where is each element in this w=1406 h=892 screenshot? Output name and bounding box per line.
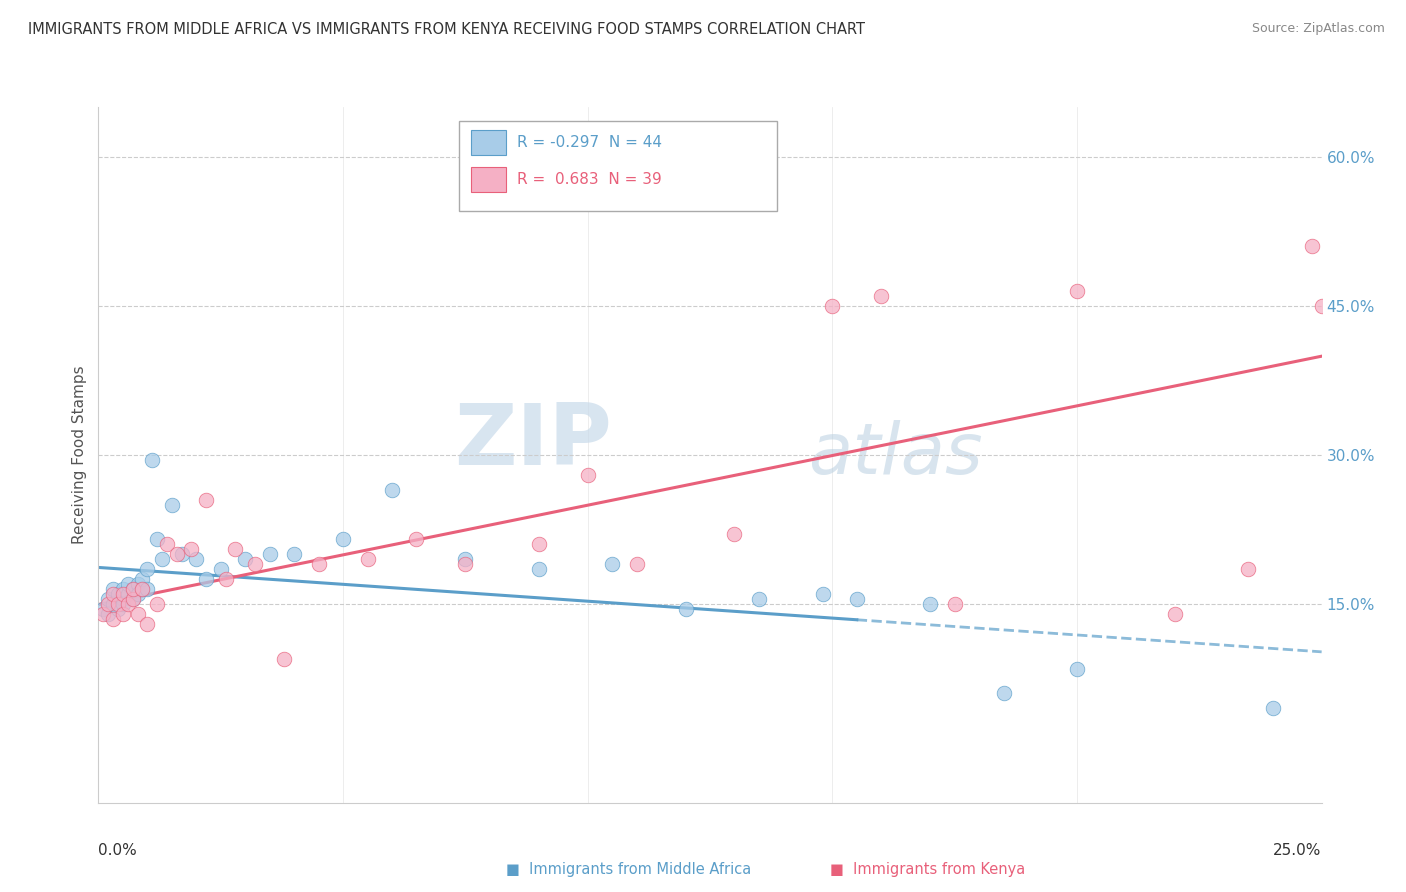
Y-axis label: Receiving Food Stamps: Receiving Food Stamps (72, 366, 87, 544)
Point (180, 542, 202, 557)
Point (1261, 701, 1284, 715)
Point (97, 597, 120, 611)
Point (97, 607, 120, 621)
Point (748, 592, 770, 607)
Point (273, 651, 295, 665)
Point (166, 547, 188, 561)
Point (195, 492, 218, 507)
Point (1301, 239, 1323, 253)
Point (111, 597, 134, 611)
Point (131, 582, 153, 596)
Point (186, 552, 208, 566)
Point (91, 602, 114, 616)
Point (920, 597, 942, 611)
Point (224, 542, 246, 557)
Point (214, 572, 236, 586)
Point (136, 582, 159, 596)
Point (243, 558, 266, 572)
Point (209, 562, 232, 576)
Point (146, 533, 169, 547)
Point (111, 592, 134, 607)
Point (993, 686, 1015, 700)
Point (576, 467, 599, 482)
Point (943, 597, 966, 611)
Point (527, 562, 550, 576)
Point (1320, 210, 1343, 224)
Point (1164, 607, 1187, 621)
Point (107, 587, 129, 601)
Point (170, 547, 193, 561)
Point (821, 299, 844, 313)
Point (131, 582, 153, 596)
Point (1066, 662, 1088, 676)
Point (121, 592, 143, 607)
Point (332, 533, 354, 547)
Point (1237, 562, 1260, 576)
Point (131, 572, 153, 586)
Point (146, 597, 169, 611)
Point (111, 607, 134, 621)
Point (870, 289, 893, 303)
Point (195, 572, 218, 586)
Point (405, 533, 427, 547)
Point (121, 582, 143, 596)
Point (454, 558, 477, 572)
Point (117, 587, 139, 601)
Point (111, 582, 134, 596)
Text: IMMIGRANTS FROM MIDDLE AFRICA VS IMMIGRANTS FROM KENYA RECEIVING FOOD STAMPS COR: IMMIGRANTS FROM MIDDLE AFRICA VS IMMIGRA… (28, 22, 865, 37)
Point (600, 558, 623, 572)
Point (117, 577, 139, 591)
Point (723, 527, 745, 541)
Point (136, 562, 159, 576)
Point (283, 547, 305, 561)
Point (117, 597, 139, 611)
Text: 0.0%: 0.0% (98, 843, 138, 857)
Text: Source: ZipAtlas.com: Source: ZipAtlas.com (1251, 22, 1385, 36)
Point (136, 616, 159, 631)
Point (121, 582, 143, 596)
Text: atlas: atlas (808, 420, 983, 490)
Point (121, 592, 143, 607)
Text: 25.0%: 25.0% (1274, 843, 1322, 857)
Text: ZIP: ZIP (454, 400, 612, 483)
Point (308, 558, 330, 572)
Point (97, 592, 120, 607)
Point (101, 582, 124, 596)
Point (626, 558, 648, 572)
Point (845, 592, 868, 607)
Point (91, 607, 114, 621)
Point (675, 602, 697, 616)
Point (127, 587, 149, 601)
Point (160, 498, 183, 512)
Text: ■  Immigrants from Middle Africa: ■ Immigrants from Middle Africa (506, 863, 751, 877)
Point (101, 597, 124, 611)
Point (101, 612, 124, 626)
Text: ■  Immigrants from Kenya: ■ Immigrants from Kenya (830, 863, 1025, 877)
Point (156, 537, 179, 551)
Text: R =  0.683  N = 39: R = 0.683 N = 39 (517, 172, 662, 187)
Point (141, 453, 163, 467)
Point (127, 577, 149, 591)
Point (454, 552, 477, 566)
Text: R = -0.297  N = 44: R = -0.297 N = 44 (517, 135, 662, 150)
Point (356, 552, 378, 566)
Point (1310, 299, 1333, 313)
Point (107, 602, 129, 616)
Point (381, 483, 404, 497)
Point (233, 552, 256, 566)
Point (527, 537, 550, 551)
Point (111, 587, 134, 601)
Point (127, 607, 149, 621)
Point (150, 552, 173, 566)
Point (1066, 284, 1088, 298)
Point (811, 587, 834, 601)
Point (101, 587, 124, 601)
Point (107, 597, 129, 611)
Point (259, 547, 281, 561)
